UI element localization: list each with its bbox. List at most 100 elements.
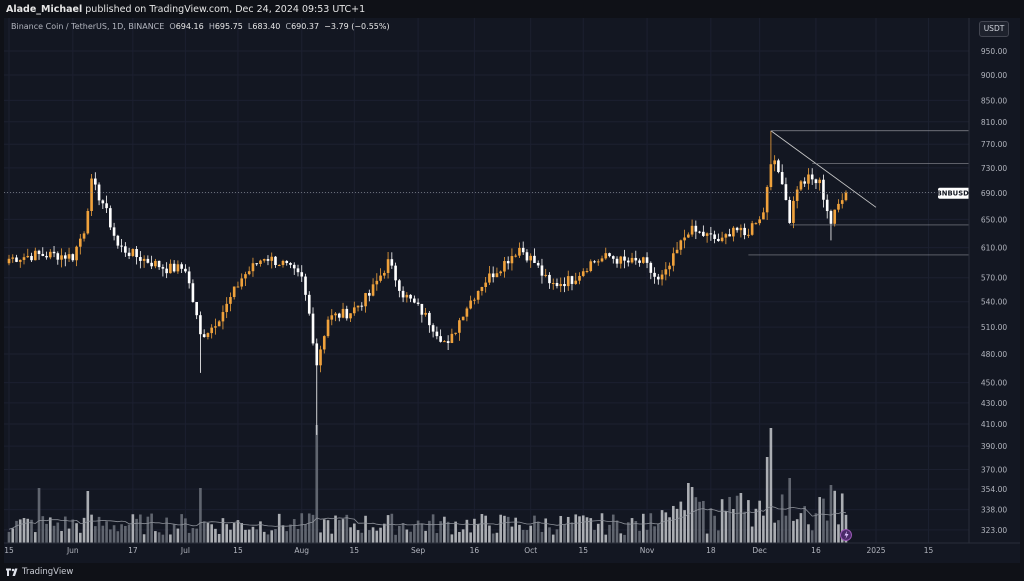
volume-bar — [529, 525, 533, 543]
currency-button[interactable]: USDT — [979, 21, 1009, 37]
time-tick-label: 18 — [706, 546, 716, 555]
candle-body — [683, 237, 686, 241]
candle-body — [503, 261, 506, 272]
volume-bar — [383, 523, 386, 543]
volume-bar — [608, 524, 611, 543]
candle-body — [326, 319, 330, 337]
volume-bar — [202, 521, 206, 543]
candle-body — [292, 264, 296, 269]
volume-bar — [645, 529, 649, 543]
volume-bar — [656, 523, 660, 543]
footer: TradingView — [0, 563, 1024, 581]
candle-body — [439, 336, 442, 342]
volume-bar — [48, 517, 52, 543]
volume-bar — [694, 497, 698, 543]
volume-bar — [690, 487, 694, 543]
volume-bar — [777, 520, 780, 543]
candle-body — [274, 256, 277, 266]
footer-brand[interactable]: TradingView — [22, 567, 74, 577]
volume-bar — [484, 515, 487, 543]
volume-bar — [728, 496, 731, 543]
time-tick-label: Jul — [180, 546, 190, 555]
volume-bar — [792, 520, 795, 543]
volume-bar — [563, 524, 566, 543]
volume-bar — [345, 514, 349, 543]
price-chart[interactable]: 793.80737.00642.00600.00BNBUSDT690.3715:… — [4, 18, 1020, 563]
candle-body — [63, 255, 67, 259]
volume-bar — [506, 516, 510, 543]
candle-body — [559, 283, 563, 287]
volume-bar — [672, 505, 675, 543]
time-tick-label: 17 — [128, 546, 138, 555]
candle-body — [191, 283, 195, 302]
volume-bar — [120, 524, 123, 543]
volume-bar — [97, 516, 101, 543]
volume-bar — [698, 501, 701, 543]
candle-body — [86, 211, 90, 234]
chart-area[interactable]: 793.80737.00642.00600.00BNBUSDT690.3715:… — [4, 18, 1020, 563]
publish-header: Alade_Michael published on TradingView.c… — [0, 0, 1024, 20]
candle-body — [416, 302, 420, 304]
volume-bar — [206, 523, 210, 543]
tradingview-logo-icon[interactable] — [6, 567, 18, 577]
volume-bar — [443, 516, 446, 543]
candle-body — [199, 315, 202, 335]
volume-bar — [82, 517, 86, 543]
price-tick-label: 354.00 — [981, 485, 1007, 494]
volume-bar — [473, 518, 476, 543]
candle-body — [720, 237, 724, 242]
candle-body — [585, 270, 589, 272]
volume-bar — [413, 524, 416, 543]
volume-bar — [240, 523, 244, 543]
candle-body — [581, 271, 585, 276]
candle-body — [289, 262, 292, 265]
volume-bar — [799, 513, 803, 543]
volume-bar — [281, 525, 285, 543]
price-tick-label: 510.00 — [981, 323, 1007, 332]
candle-body — [270, 256, 274, 261]
volume-bar — [544, 518, 548, 543]
candle-body — [352, 307, 356, 314]
volume-bar — [398, 525, 401, 543]
price-tick-label: 390.00 — [981, 442, 1007, 451]
volume-bar — [326, 520, 330, 543]
candle-body — [398, 280, 401, 291]
volume-bar — [41, 516, 45, 543]
candle-body — [600, 258, 604, 262]
candle-body — [563, 283, 566, 287]
volume-bar — [360, 532, 364, 543]
candle-body — [713, 234, 716, 239]
volume-bar — [431, 514, 435, 543]
candle-body — [105, 203, 108, 209]
volume-bar — [37, 488, 41, 543]
symbol-tag — [938, 187, 973, 199]
candle-body — [795, 189, 799, 201]
candle-body — [405, 294, 409, 298]
candle-body — [244, 274, 247, 279]
time-axis: 15 Jun 17 Jul 15 Aug 15 Sep 16 Oct 15 Nov 18 Dec 16 202… — [4, 542, 1020, 563]
candle-body — [548, 274, 551, 284]
volume-bar — [315, 425, 319, 543]
volume-bar — [825, 520, 829, 543]
candle-body — [150, 262, 153, 267]
volume-bar — [67, 528, 71, 543]
candle-body — [780, 172, 784, 185]
candle-body — [11, 257, 15, 259]
candle-body — [184, 268, 187, 272]
volume-bar — [814, 513, 818, 543]
volume-bar — [653, 526, 656, 543]
candle-body — [431, 325, 435, 332]
symbol-name: Binance Coin / TetherUS, 1D, BINANCE — [11, 22, 165, 31]
volume-bar — [773, 522, 776, 543]
volume-bar — [135, 518, 138, 543]
volume-bar — [600, 513, 604, 543]
volume-bar — [375, 530, 379, 543]
candle-body — [510, 256, 514, 264]
candle-body — [127, 252, 131, 256]
candle-body — [424, 312, 427, 315]
volume-bar — [626, 522, 630, 543]
publisher-name[interactable]: Alade_Michael — [6, 4, 83, 15]
candle-body — [649, 262, 653, 273]
grid — [4, 18, 969, 543]
volume-bar — [371, 527, 375, 543]
